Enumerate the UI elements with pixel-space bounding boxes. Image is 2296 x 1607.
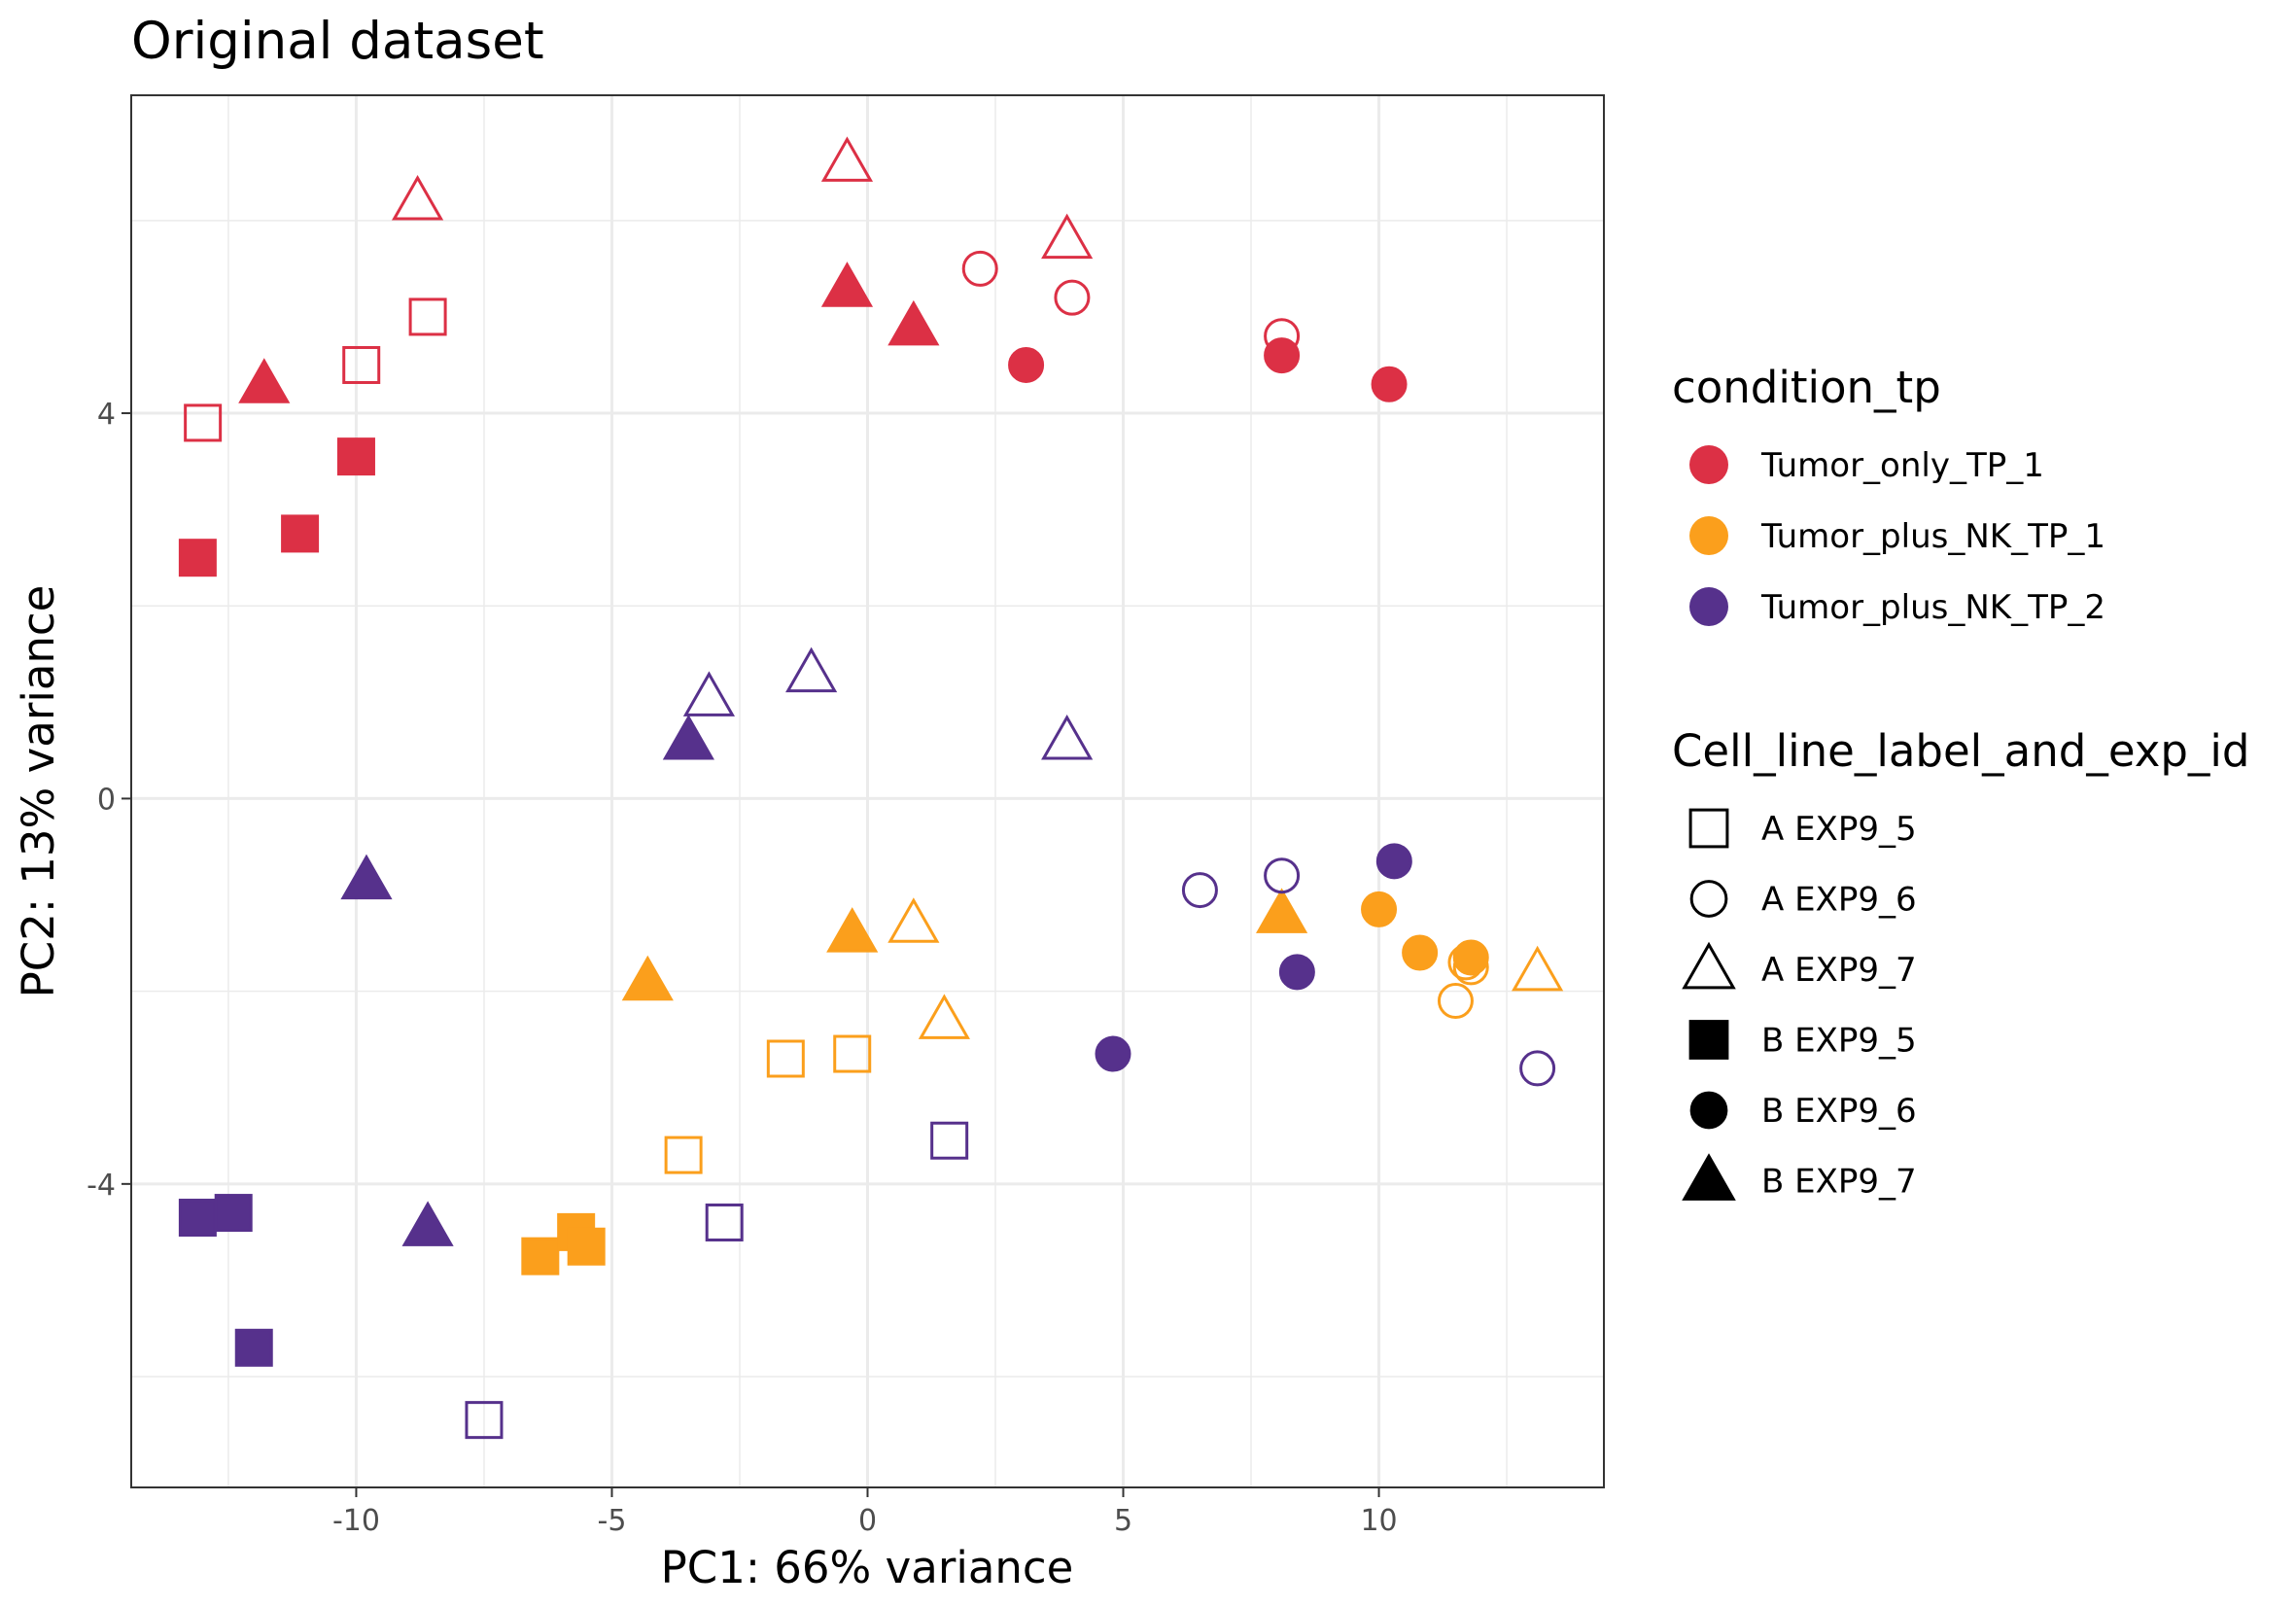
point-square (408, 297, 447, 336)
point-square (521, 1237, 560, 1275)
point-square (342, 345, 381, 384)
point-triangle (785, 646, 838, 693)
y-tick-label: 4 (97, 398, 116, 432)
y-axis-ticks: -4 0 4 (87, 398, 131, 1203)
point-circle (1008, 346, 1045, 383)
color-legend: condition_tp Tumor_only_TP_1 Tumor_plus_N… (1672, 362, 2105, 627)
legend-shape-key (1688, 808, 1729, 849)
legend-color-label: Tumor_plus_NK_TP_1 (1760, 517, 2105, 556)
point-circle (1375, 843, 1412, 880)
point-triangle (391, 174, 444, 221)
legend-color-label: Tumor_plus_NK_TP_2 (1760, 588, 2105, 627)
legend-shape-key (1689, 880, 1728, 918)
legend-color-label: Tumor_only_TP_1 (1760, 446, 2044, 485)
legend-shape-key (1682, 1153, 1736, 1201)
point-circle (1519, 1050, 1556, 1087)
legend-shape-key (1688, 1020, 1729, 1060)
point-square (178, 1199, 217, 1238)
point-triangle (340, 854, 393, 900)
legend-shape-label: A EXP9_6 (1761, 881, 1917, 920)
point-square (833, 1034, 872, 1073)
legend-shape-key (1682, 941, 1736, 990)
point-triangle (820, 262, 874, 307)
legend-shape-key (1689, 1091, 1728, 1130)
point-square (664, 1135, 703, 1174)
point-triangle (1512, 945, 1564, 992)
x-axis-title: PC1: 66% variance (661, 1542, 1074, 1593)
point-circle (1402, 934, 1439, 971)
point-circle (1054, 279, 1091, 316)
point-triangle (1041, 213, 1094, 260)
x-tick-label: 5 (1114, 1504, 1132, 1538)
point-triangle (820, 136, 874, 182)
legend-shape-label: B EXP9_7 (1761, 1163, 1917, 1202)
point-square (705, 1203, 744, 1241)
major-gridlines (131, 95, 1604, 1487)
point-square (281, 514, 320, 553)
point-circle (1437, 983, 1474, 1020)
x-tick-label: 0 (858, 1504, 877, 1538)
point-circle (1264, 337, 1301, 374)
point-triangle (1256, 888, 1308, 933)
point-triangle (238, 358, 291, 403)
point-triangle (826, 907, 879, 953)
point-triangle (918, 994, 970, 1039)
x-tick-label: -10 (332, 1504, 380, 1538)
point-circle (1371, 366, 1408, 402)
point-square (766, 1039, 805, 1078)
legend-color-key (1689, 587, 1728, 626)
data-points (178, 136, 1564, 1440)
x-axis-ticks: -10 -5 0 5 10 (332, 1487, 1398, 1538)
y-tick-label: 0 (97, 783, 116, 817)
shape-legend-title: Cell_line_label_and_exp_id (1672, 725, 2249, 777)
point-circle (1181, 872, 1218, 909)
y-tick-label: -4 (87, 1169, 116, 1203)
point-triangle (621, 955, 674, 1001)
point-triangle (662, 714, 714, 760)
legend-shape-label: B EXP9_5 (1761, 1022, 1917, 1061)
point-triangle (401, 1201, 454, 1246)
legend-shape-label: B EXP9_6 (1761, 1092, 1917, 1131)
point-circle (1452, 939, 1489, 976)
point-square (567, 1227, 606, 1266)
point-circle (1278, 954, 1315, 991)
point-triangle (1041, 714, 1094, 760)
point-circle (1361, 891, 1398, 927)
point-square (214, 1194, 253, 1233)
x-tick-label: 10 (1360, 1504, 1397, 1538)
legend-color-key (1689, 516, 1728, 555)
plot-panel (130, 94, 1605, 1488)
legend-color-key (1689, 445, 1728, 484)
point-square (930, 1121, 969, 1160)
point-circle (1095, 1035, 1131, 1072)
shape-legend: Cell_line_label_and_exp_id A EXP9_5 A EXP… (1672, 725, 2249, 1202)
y-axis-title: PC2: 13% variance (13, 585, 64, 998)
point-square (336, 437, 375, 476)
point-square (234, 1328, 273, 1367)
point-square (178, 539, 217, 577)
point-square (465, 1401, 504, 1440)
legend-shape-label: A EXP9_5 (1761, 810, 1917, 849)
point-circle (961, 250, 998, 287)
legend-shape-label: A EXP9_7 (1761, 951, 1917, 990)
x-tick-label: -5 (598, 1504, 627, 1538)
point-triangle (682, 671, 736, 716)
point-triangle (887, 897, 940, 943)
color-legend-title: condition_tp (1672, 362, 1941, 413)
chart-title: Original dataset (131, 12, 544, 71)
point-triangle (887, 299, 940, 346)
point-square (184, 403, 223, 442)
point-circle (1264, 857, 1301, 894)
